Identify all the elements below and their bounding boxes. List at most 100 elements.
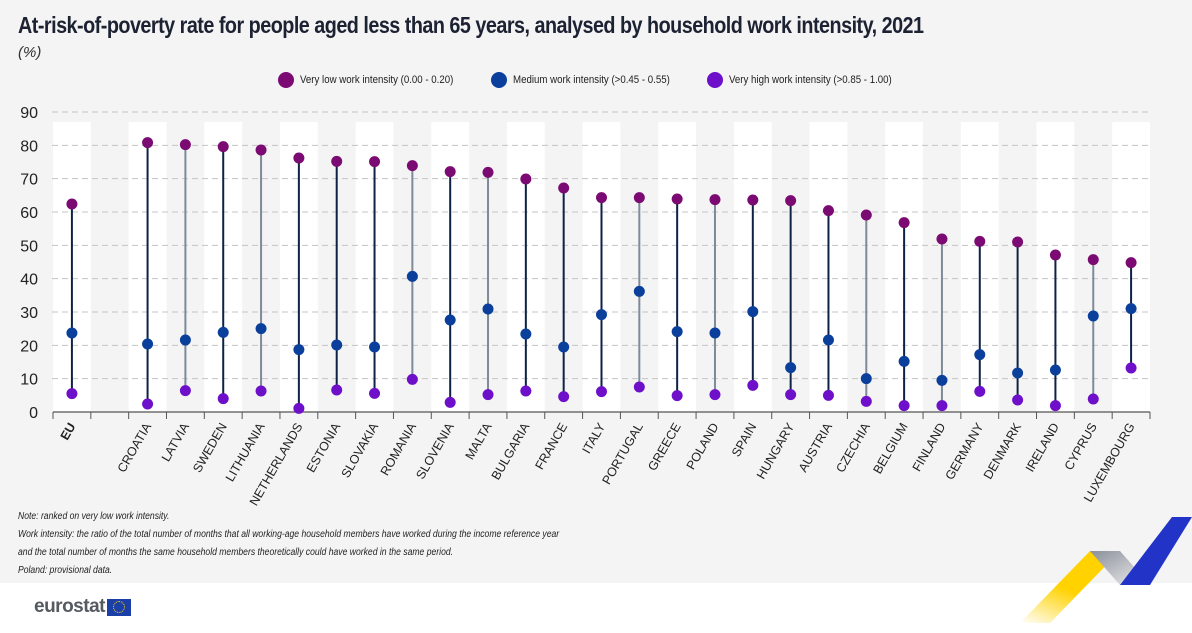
data-point-medium [785, 362, 797, 374]
data-point-very-high [1125, 362, 1137, 374]
legend-marker-very-high [706, 72, 723, 88]
data-point-very-high [255, 385, 267, 397]
legend-item-medium[interactable]: Medium work intensity (>0.45 - 0.55) [490, 72, 691, 88]
data-point-medium [558, 341, 570, 353]
data-point-very-high [558, 391, 570, 403]
note-line: Poland: provisional data. [18, 565, 113, 576]
data-point-very-high [406, 373, 418, 385]
data-point-very-low [1125, 257, 1137, 269]
x-tick-label: BELGIUM [870, 421, 910, 477]
data-point-very-low [747, 194, 759, 206]
chart-title: At-risk-of-poverty rate for people aged … [18, 12, 924, 38]
data-point-medium [671, 326, 683, 338]
x-tick-label: EU [58, 421, 79, 443]
note-line: Note: ranked on very low work intensity. [18, 511, 170, 522]
data-point-medium [66, 327, 78, 339]
data-point-very-low [444, 166, 456, 178]
data-point-medium [936, 374, 948, 386]
eu-flag-icon [106, 598, 131, 616]
legend-marker-very-low [278, 72, 295, 88]
data-point-very-high [520, 385, 532, 397]
data-point-medium [747, 306, 759, 318]
data-point-very-low [633, 192, 645, 204]
data-point-medium [293, 344, 305, 356]
legend: Very low work intensity (0.00 - 0.20) Me… [0, 72, 1192, 88]
y-tick-label: 80 [20, 138, 38, 155]
chart-subtitle: (%) [18, 44, 42, 61]
logo-text: eurostat [34, 596, 105, 617]
data-point-medium [1087, 310, 1099, 322]
y-tick-label: 40 [20, 272, 38, 289]
x-tick-label: BULGARIA [489, 420, 533, 482]
data-point-very-high [860, 395, 872, 407]
x-tick-label: AUSTRIA [796, 420, 836, 474]
x-tick-label: SLOVAKIA [339, 420, 382, 480]
eurostat-logo[interactable]: eurostat [34, 596, 131, 618]
data-point-very-high [747, 379, 759, 391]
data-point-very-low [369, 156, 381, 168]
data-point-very-low [709, 194, 721, 206]
data-point-very-low [936, 233, 948, 245]
x-tick-label: SLOVENIA [413, 420, 457, 482]
data-point-very-low [520, 173, 532, 185]
data-point-very-high [293, 402, 305, 414]
data-point-medium [596, 309, 607, 321]
x-tick-label: FRANCE [532, 421, 570, 473]
x-tick-label: DENMARK [981, 420, 1025, 482]
data-point-very-low [1012, 236, 1024, 248]
data-point-very-low [331, 155, 343, 167]
x-tick-label: PORTUGAL [600, 420, 646, 486]
data-point-very-high [1012, 394, 1024, 406]
data-point-medium [822, 334, 834, 346]
data-point-very-high [822, 389, 834, 401]
data-point-very-high [369, 387, 381, 399]
data-point-very-low [482, 166, 494, 178]
data-point-very-low [558, 182, 570, 194]
legend-item-very-high[interactable]: Very high work intensity (>0.85 - 1.00) [706, 72, 914, 88]
data-point-very-low [822, 205, 834, 217]
data-point-very-high [936, 400, 948, 412]
y-tick-label: 10 [20, 372, 38, 389]
data-point-medium [898, 355, 910, 367]
x-tick-label: GERMANY [943, 420, 987, 482]
data-point-very-high [179, 385, 191, 397]
chart-notes: Note: ranked on very low work intensity.… [18, 508, 559, 580]
y-tick-label: 50 [20, 238, 38, 255]
y-tick-label: 30 [20, 305, 38, 322]
y-tick-label: 60 [20, 205, 38, 222]
x-tick-label: CROATIA [115, 420, 155, 475]
dot-range-chart: 0 10 20 30 40 50 60 70 80 90 EU CROATIA LATVIASWEDEN… [20, 105, 1151, 508]
data-point-medium [860, 373, 872, 385]
data-point-very-low [898, 217, 910, 229]
data-point-medium [406, 270, 418, 282]
data-point-very-low [785, 195, 797, 207]
y-tick-label: 70 [20, 172, 38, 189]
data-point-very-high [444, 396, 456, 408]
data-point-medium [633, 285, 645, 297]
data-point-medium [709, 327, 721, 339]
data-point-very-low [974, 235, 986, 247]
y-tick-label: 20 [20, 338, 38, 355]
data-point-very-low [406, 160, 418, 172]
data-point-very-low [671, 193, 683, 205]
x-tick-label: ESTONIA [304, 420, 344, 475]
x-tick-label: FINLAND [910, 421, 949, 474]
data-point-medium [179, 334, 191, 346]
x-tick-label: IRELAND [1023, 421, 1062, 475]
data-point-very-high [709, 389, 721, 401]
data-point-medium [444, 314, 456, 326]
data-point-very-high [142, 398, 154, 410]
x-tick-label: POLAND [684, 421, 722, 473]
legend-item-very-low[interactable]: Very low work intensity (0.00 - 0.20) [278, 72, 474, 88]
data-point-very-high [974, 385, 986, 397]
data-point-medium [331, 339, 343, 351]
x-tick-label: MALTA [463, 420, 495, 462]
data-point-medium [520, 328, 532, 340]
data-point-very-low [66, 198, 78, 210]
data-point-medium [369, 341, 381, 353]
x-tick-label: GREECE [645, 421, 684, 474]
data-point-very-low [179, 139, 191, 151]
data-point-very-high [482, 389, 494, 401]
x-tick-label: ROMANIA [378, 420, 420, 478]
data-point-very-low [255, 144, 267, 156]
